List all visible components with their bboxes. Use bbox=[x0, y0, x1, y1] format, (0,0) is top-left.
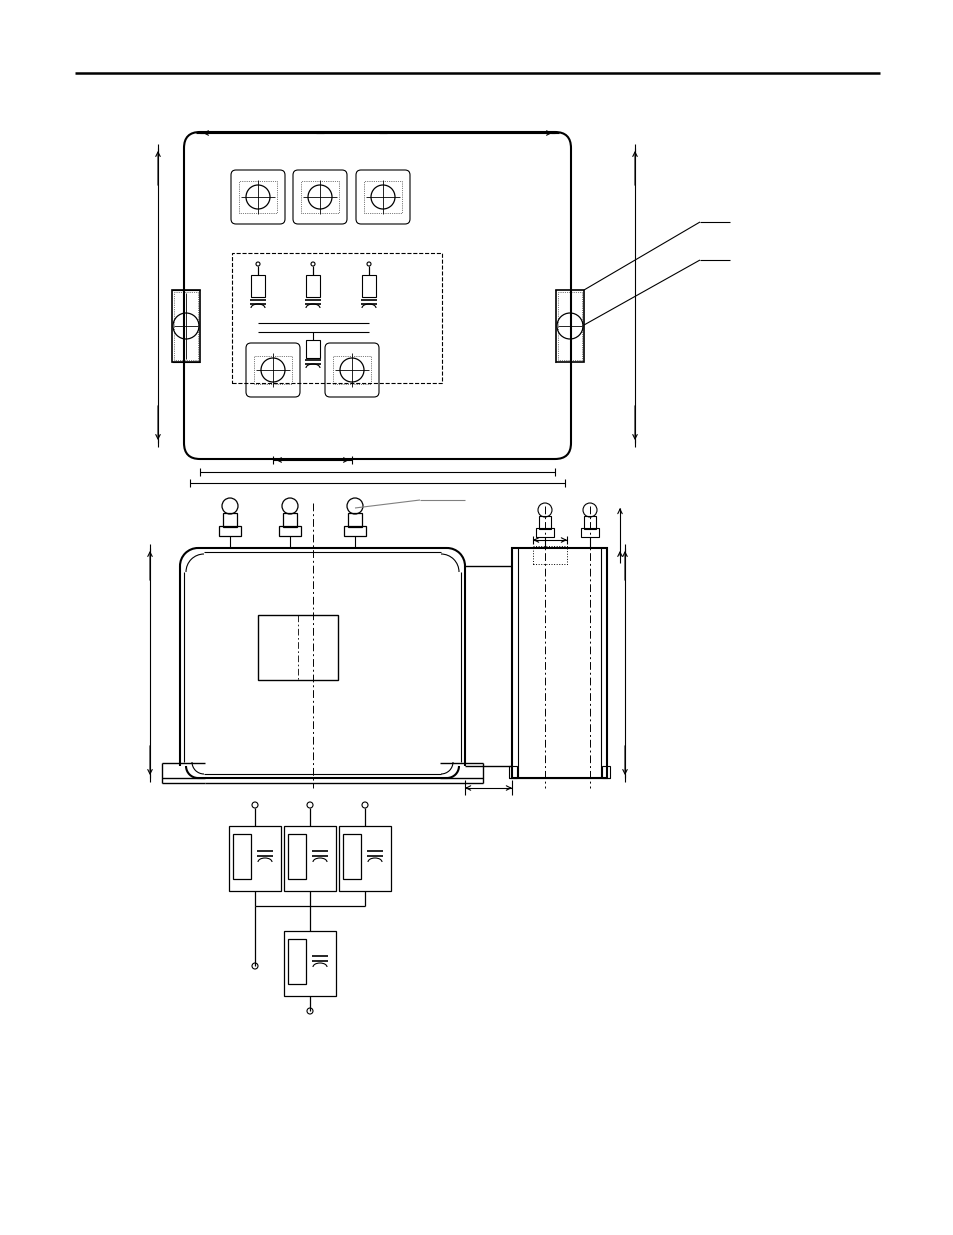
Bar bbox=[301, 182, 338, 212]
Bar bbox=[257, 615, 337, 680]
Bar bbox=[253, 356, 292, 384]
Bar bbox=[233, 834, 251, 879]
Bar bbox=[173, 291, 198, 359]
Bar bbox=[601, 766, 609, 778]
Bar bbox=[232, 253, 441, 383]
Bar bbox=[288, 939, 306, 984]
Bar bbox=[338, 826, 391, 890]
Bar bbox=[343, 834, 360, 879]
Bar bbox=[239, 182, 276, 212]
Bar bbox=[580, 529, 598, 537]
Bar bbox=[533, 546, 566, 564]
Bar bbox=[229, 826, 281, 890]
Bar bbox=[284, 931, 335, 995]
Bar bbox=[364, 182, 401, 212]
Bar bbox=[288, 834, 306, 879]
Bar bbox=[556, 290, 583, 362]
Bar bbox=[333, 356, 371, 384]
Bar bbox=[172, 290, 200, 362]
Bar bbox=[284, 826, 335, 890]
Bar bbox=[283, 513, 296, 527]
Bar bbox=[251, 275, 265, 296]
Bar bbox=[538, 516, 551, 529]
Bar bbox=[509, 766, 517, 778]
Bar bbox=[219, 526, 241, 536]
Bar bbox=[278, 526, 301, 536]
Bar bbox=[306, 275, 319, 296]
Bar bbox=[536, 529, 554, 537]
Bar bbox=[344, 526, 366, 536]
Bar bbox=[361, 275, 375, 296]
Bar bbox=[583, 516, 596, 529]
Bar bbox=[512, 548, 606, 778]
Bar bbox=[558, 291, 581, 359]
Bar bbox=[348, 513, 361, 527]
Bar bbox=[306, 340, 319, 358]
Bar bbox=[223, 513, 236, 527]
